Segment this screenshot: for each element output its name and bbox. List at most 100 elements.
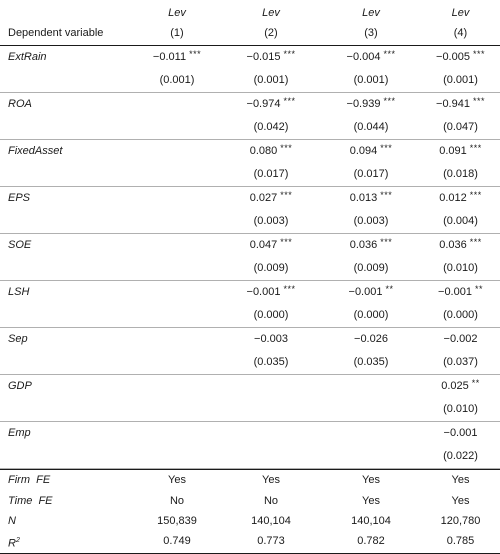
coef-cell-col-3: −0.001 ** [321,281,421,304]
standard-error-line: (0.000) (0.000) (0.000) [0,304,500,327]
footer-row-time-fe: Time FE No No Yes Yes [0,491,500,511]
standard-error-line: (0.010) [0,398,500,421]
coef-cell-col-4: −0.002 [421,328,500,351]
significance-stars: *** [280,190,293,200]
significance-stars: ** [385,284,394,294]
time-fe-col-3: Yes [362,495,380,507]
coef-cell-col-4: 0.091 *** [421,140,500,163]
variable-row-gdp: GDP 0.025 ** (0.010) [0,375,500,422]
n-col-2: 140,104 [251,515,291,527]
standard-error-col-3: (0.000) [353,309,389,321]
coef-cell-col-3: 0.094 *** [321,140,421,163]
significance-stars: *** [283,49,296,59]
significance-stars: *** [189,49,202,59]
variable-row-roa: ROA −0.974 *** −0.939 *** −0.941 *** (0.042) (0.… [0,93,500,140]
standard-error-col-4: (0.000) [443,309,478,321]
header-col-2-name: Lev [262,7,280,19]
coef-cell-col-4: −0.001 ** [421,281,500,304]
header-col-2-number: (2) [264,27,278,39]
standard-error-col-3: (0.009) [353,262,389,274]
firm-fe-col-2: Yes [262,474,280,486]
coefficient-value: −0.001 [348,286,383,298]
coefficient-line: ExtRain −0.011 *** −0.015 *** −0.004 *** −0.005… [0,46,500,69]
standard-error-col-4: (0.037) [443,356,478,368]
standard-error-col-4: (0.022) [443,450,478,462]
header-col-4-number: (4) [453,27,468,39]
variable-name: ROA [8,98,32,110]
significance-stars: *** [283,96,296,106]
coefficient-line: EPS 0.027 *** 0.013 *** 0.012 *** [0,187,500,210]
coefficient-value: −0.005 [436,51,470,63]
coefficient-value: 0.094 [349,145,378,157]
r2-col-3: 0.782 [357,535,385,547]
coefficient-value: −0.003 [254,333,288,345]
coef-cell-col-4: −0.941 *** [421,93,500,116]
standard-error-col-2: (0.042) [253,121,289,133]
coefficient-value: 0.080 [249,145,278,157]
footer-row-firm-fe: Firm FE Yes Yes Yes Yes [0,469,500,491]
coef-cell-col-2: −0.003 [221,328,321,351]
dependent-variable-label: Dependent variable [8,27,104,39]
coefficient-value: −0.002 [443,333,478,345]
coef-cell-col-3 [321,375,421,398]
coefficient-value: −0.015 [246,51,281,63]
standard-error-col-4: (0.047) [443,121,478,133]
significance-stars: ** [474,284,483,294]
standard-error-col-2: (0.000) [253,309,289,321]
standard-error-col-3: (0.044) [353,121,389,133]
variable-name: EPS [8,192,31,204]
firm-fe-col-3: Yes [362,474,380,486]
standard-error-col-3: (0.001) [353,74,389,86]
time-fe-label: Time FE [8,495,53,507]
coef-cell-col-1: −0.011 *** [133,46,221,69]
coef-cell-col-3: −0.026 [321,328,421,351]
time-fe-col-1: No [169,495,185,507]
r2-label: R2 [8,531,20,554]
coef-cell-col-2: 0.047 *** [221,234,321,257]
significance-stars: *** [280,237,293,247]
n-col-1: 150,839 [157,515,197,527]
standard-error-col-2: (0.017) [253,168,289,180]
coef-cell-col-4: −0.001 [421,422,500,445]
footer-row-n: N 150,839 140,104 140,104 120,780 [0,511,500,531]
coef-cell-col-2: −0.001 *** [221,281,321,304]
coef-cell-col-2: −0.015 *** [221,46,321,69]
coefficient-value: 0.047 [249,239,278,251]
coefficient-value: −0.939 [346,98,381,110]
coefficient-line: ROA −0.974 *** −0.939 *** −0.941 *** [0,93,500,116]
coefficient-value: −0.974 [246,98,281,110]
standard-error-line: (0.017) (0.017) (0.018) [0,163,500,186]
coefficient-value: 0.036 [349,239,378,251]
standard-error-line: (0.022) [0,445,500,468]
coef-cell-col-2: 0.027 *** [221,187,321,210]
coef-cell-col-1 [133,281,221,304]
significance-stars: *** [469,143,482,153]
r2-col-1: 0.749 [163,535,191,547]
significance-stars: *** [380,143,393,153]
coef-cell-col-3: 0.013 *** [321,187,421,210]
significance-stars: ** [471,378,480,388]
variable-row-eps: EPS 0.027 *** 0.013 *** 0.012 *** (0.003) (0.003… [0,187,500,234]
coefficient-line: Sep −0.003 −0.026 −0.002 [0,328,500,351]
significance-stars: *** [472,49,485,59]
standard-error-line: (0.035) (0.035) (0.037) [0,351,500,374]
coef-cell-col-4: −0.005 *** [421,46,500,69]
coef-cell-col-1 [133,93,221,116]
header-col-3-number: (3) [364,27,378,39]
standard-error-line: (0.009) (0.009) (0.010) [0,257,500,280]
variable-name: ExtRain [8,51,47,63]
significance-stars: *** [380,237,393,247]
variable-name: SOE [8,239,32,251]
variable-row-sep: Sep −0.003 −0.026 −0.002 (0.035) (0.035) (0.03… [0,328,500,375]
significance-stars: *** [469,237,482,247]
header-row-numbers: Dependent variable (1) (2) (3) (4) [0,22,500,46]
coef-cell-col-2 [221,422,321,445]
significance-stars: *** [383,49,396,59]
coefficient-value: −0.001 [246,286,281,298]
coefficient-value: −0.004 [346,51,381,63]
standard-error-col-2: (0.001) [253,74,289,86]
significance-stars: *** [380,190,393,200]
n-col-3: 140,104 [351,515,391,527]
variable-row-fixedasset: FixedAsset 0.080 *** 0.094 *** 0.091 *** (0.017… [0,140,500,187]
coef-cell-col-3: −0.939 *** [321,93,421,116]
